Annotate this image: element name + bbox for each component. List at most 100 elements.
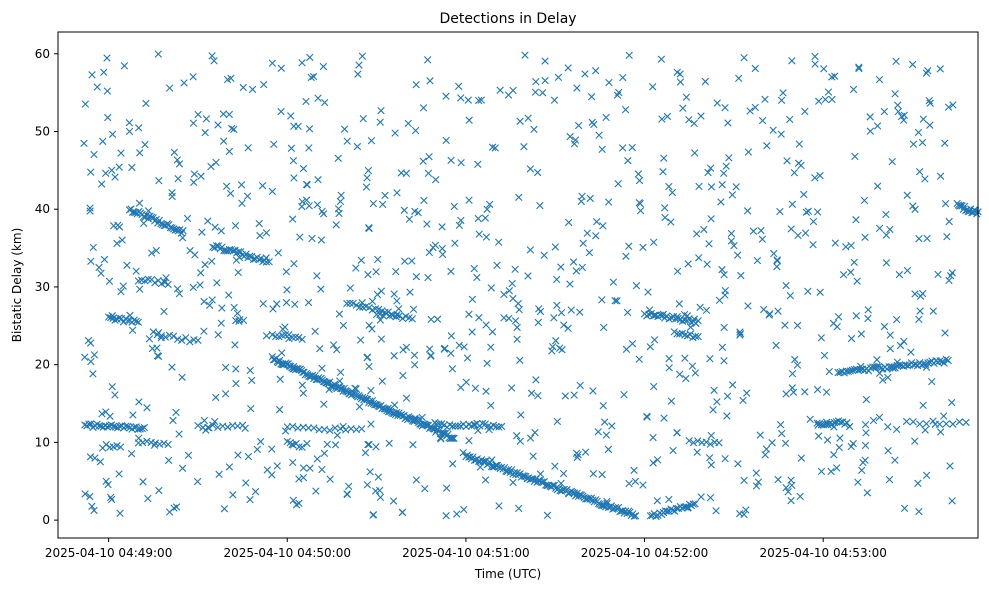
data-point [695, 254, 703, 262]
data-point [777, 96, 786, 105]
data-point [225, 463, 234, 471]
data-point [550, 96, 559, 104]
data-point [488, 143, 497, 151]
data-point [268, 445, 276, 453]
data-point [138, 424, 146, 433]
data-point [262, 254, 270, 262]
data-point [911, 205, 919, 214]
data-point [470, 420, 479, 429]
data-point [298, 202, 306, 211]
data-point [459, 449, 467, 457]
data-point [108, 130, 117, 138]
data-point [276, 375, 284, 383]
data-point [411, 361, 419, 369]
data-point [275, 405, 284, 414]
data-point [576, 381, 584, 390]
data-point [561, 392, 569, 400]
data-point [392, 267, 400, 276]
data-point [243, 192, 252, 200]
data-point [752, 469, 760, 477]
data-point [875, 224, 884, 233]
data-point [475, 313, 483, 322]
data-point [721, 286, 729, 295]
data-point [281, 427, 290, 435]
data-point [676, 78, 685, 86]
data-point [343, 137, 351, 145]
data-point [713, 99, 721, 107]
data-point [495, 423, 503, 431]
data-point [129, 411, 137, 419]
data-point [922, 419, 931, 428]
data-point [219, 137, 228, 145]
data-point [432, 175, 440, 184]
data-point [128, 163, 136, 172]
data-point [673, 267, 682, 276]
data-point [136, 285, 144, 293]
data-point [317, 236, 326, 244]
data-point [536, 201, 544, 210]
data-point [521, 51, 529, 59]
data-point [594, 428, 602, 436]
data-point [207, 162, 215, 171]
data-point [613, 297, 621, 305]
data-point [162, 274, 170, 282]
data-point [855, 64, 863, 73]
data-point [614, 180, 622, 188]
data-point [150, 441, 159, 449]
y-tick-label: 60 [35, 47, 50, 61]
data-point [541, 57, 549, 65]
data-point [602, 431, 611, 439]
data-point [949, 420, 957, 428]
data-point [136, 149, 144, 157]
data-point [339, 321, 348, 330]
data-point [393, 189, 401, 197]
data-point [761, 451, 769, 459]
data-point [564, 218, 573, 227]
data-point [465, 436, 473, 445]
data-point [154, 352, 163, 360]
data-point [365, 362, 373, 371]
data-point [694, 332, 702, 341]
data-point [833, 464, 841, 472]
data-point [602, 113, 610, 122]
data-point [777, 429, 786, 438]
data-point [804, 287, 812, 296]
data-point [653, 456, 662, 464]
data-point [862, 429, 870, 437]
data-point [696, 303, 704, 312]
data-point [603, 497, 611, 506]
data-point [926, 121, 934, 129]
data-point [684, 260, 692, 268]
data-point [299, 464, 308, 472]
data-point [104, 113, 112, 122]
data-point [81, 100, 90, 108]
data-point [625, 242, 633, 250]
data-point [139, 478, 147, 486]
data-point [765, 311, 773, 319]
data-point [700, 225, 708, 234]
data-point [99, 137, 107, 146]
data-point [184, 451, 193, 460]
data-point [854, 478, 862, 486]
data-point [364, 440, 372, 449]
data-point [630, 512, 638, 520]
data-point [632, 281, 641, 290]
data-point [570, 140, 579, 148]
data-point [258, 181, 267, 190]
data-point [728, 191, 737, 199]
data-point [208, 257, 216, 265]
data-point [427, 315, 435, 324]
data-point [189, 119, 198, 127]
data-point [900, 504, 909, 513]
data-point [695, 182, 703, 191]
data-point [622, 252, 630, 260]
data-point [635, 355, 643, 363]
data-point [514, 299, 522, 308]
data-point [621, 106, 630, 114]
data-point [811, 52, 819, 61]
data-point [701, 77, 710, 86]
data-point [120, 62, 129, 70]
data-point [707, 431, 715, 440]
data-point [534, 318, 543, 327]
data-point [847, 334, 856, 343]
